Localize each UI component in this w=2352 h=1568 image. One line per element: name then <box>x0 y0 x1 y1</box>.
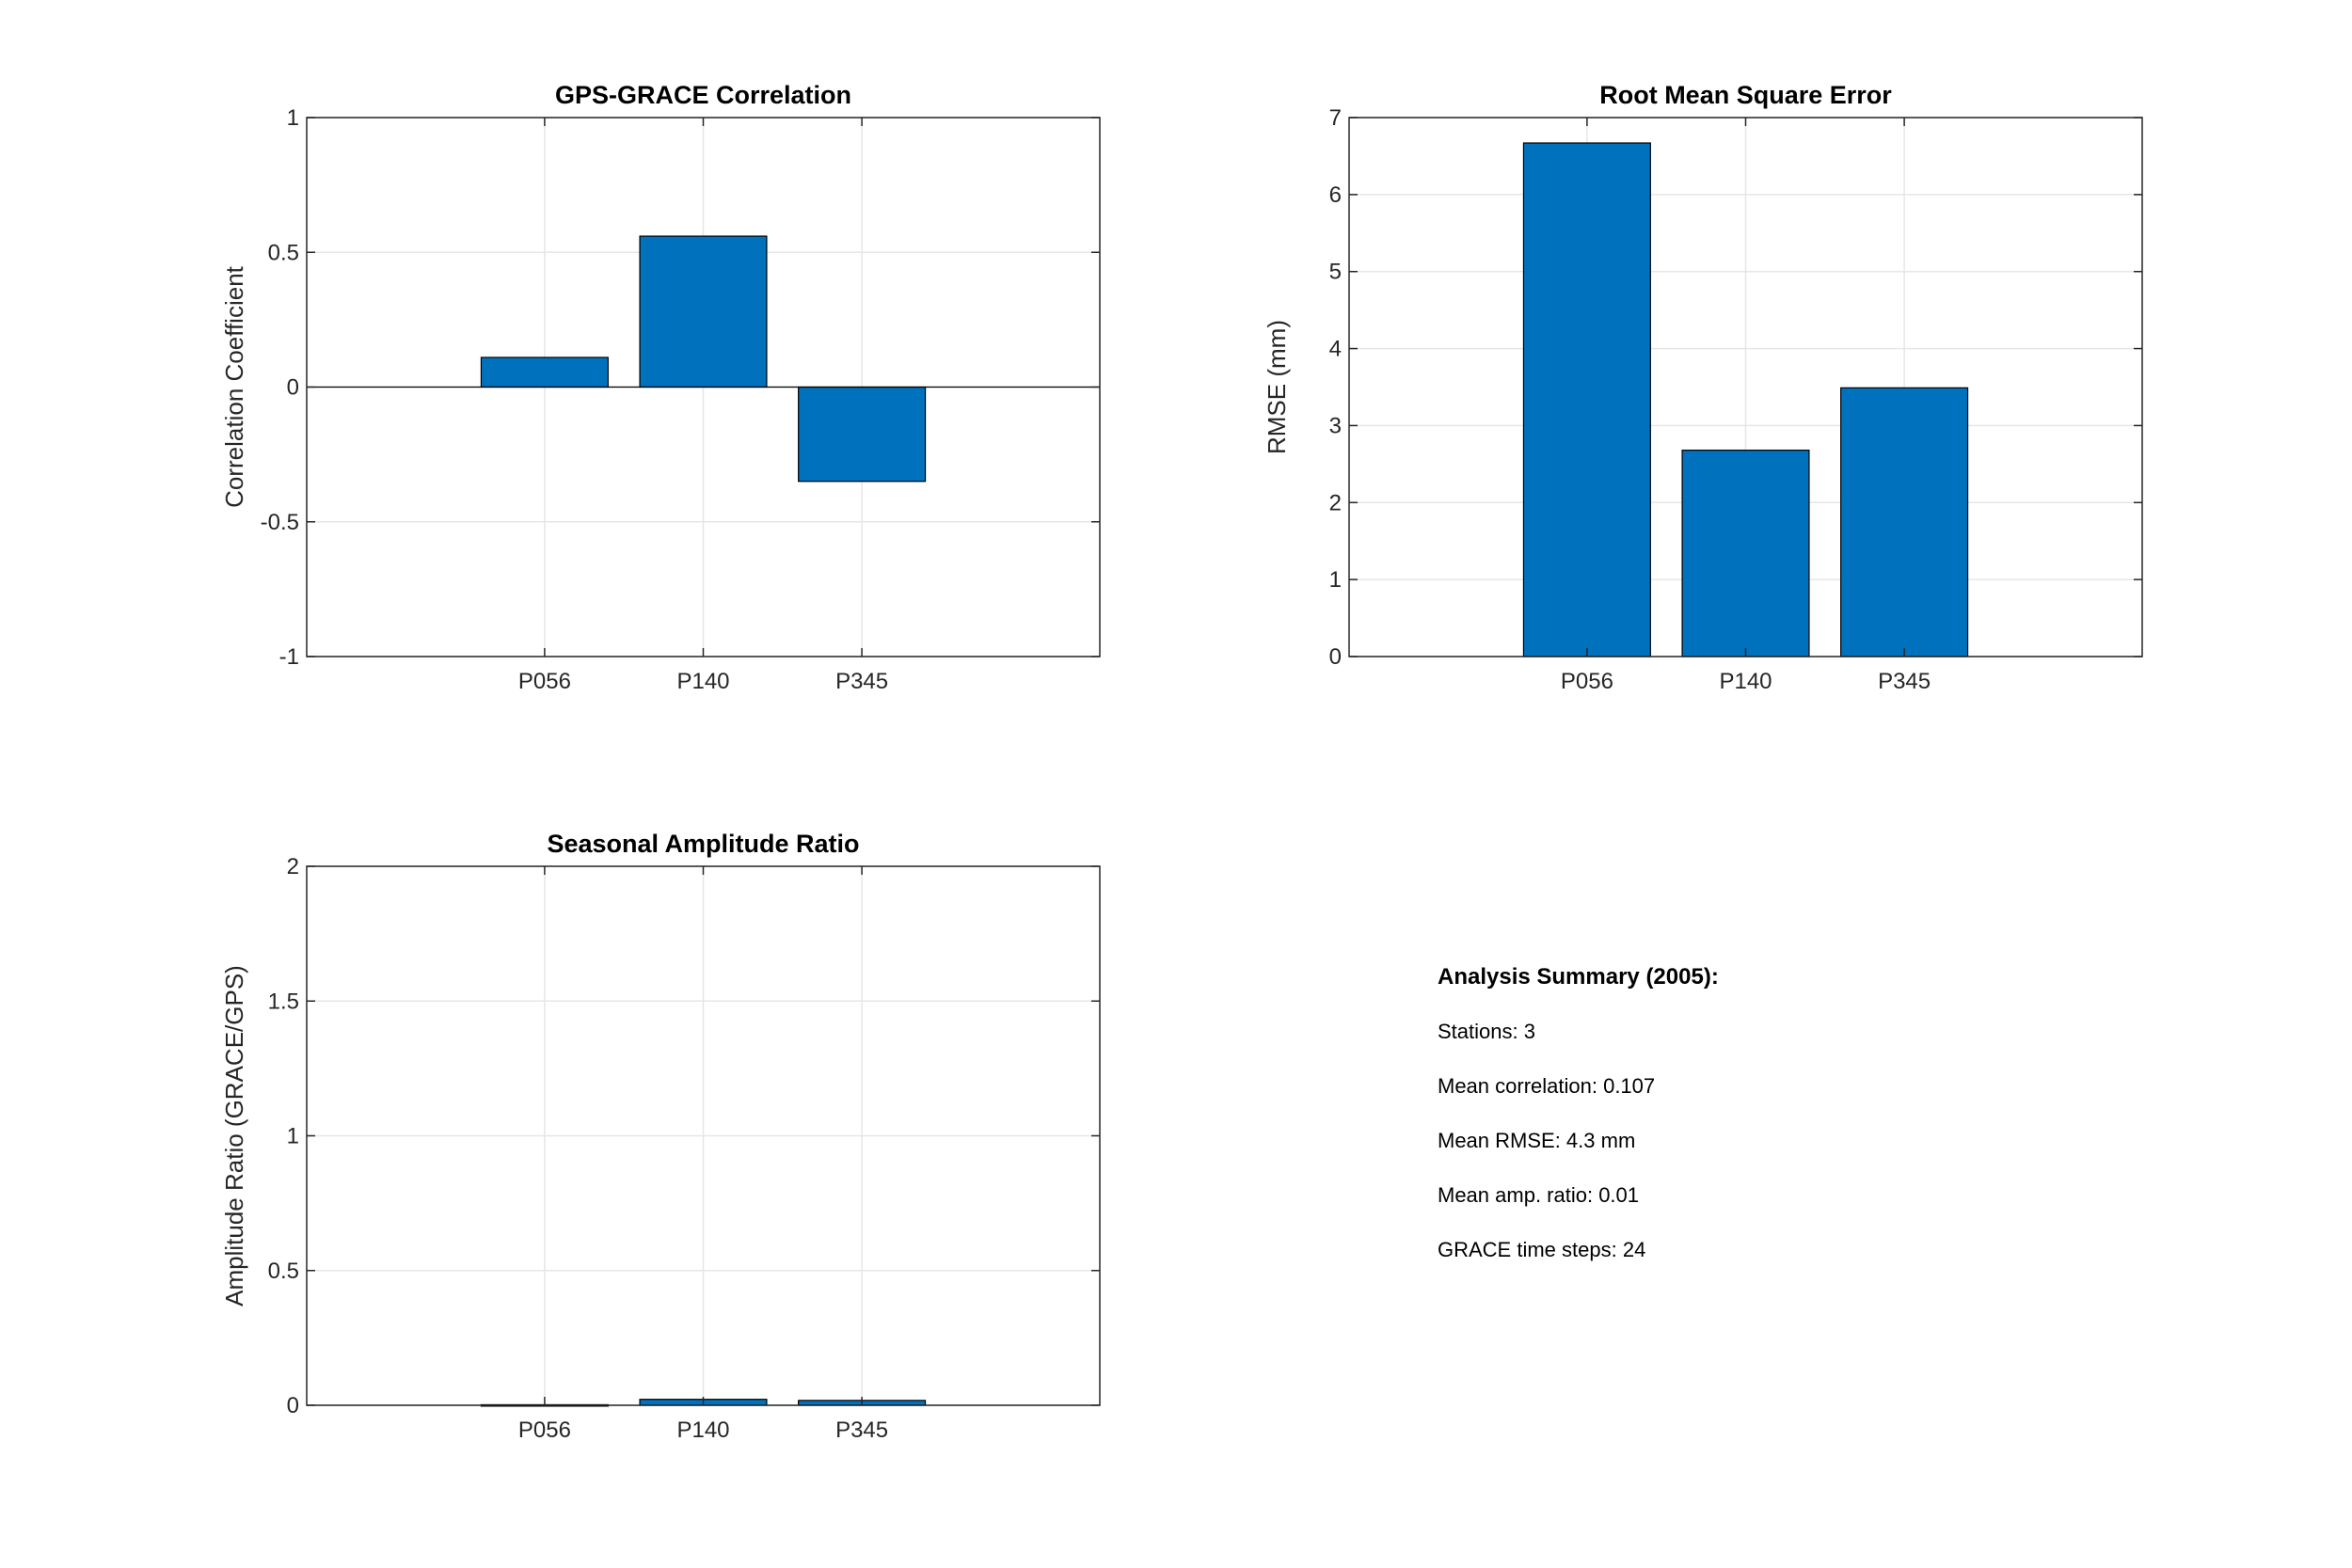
y-tick-label: 2 <box>287 854 299 879</box>
y-tick-label: 1 <box>287 1124 299 1149</box>
bar-p345 <box>1840 387 1969 657</box>
bar-p140 <box>639 235 768 388</box>
x-tick-label: P140 <box>1719 669 1772 694</box>
y-tick-label: 0 <box>287 375 299 401</box>
chart-3: 0 0.5 1 1.5 2 P056 P140 P345 Seasonal Amplitude … <box>220 830 1101 1443</box>
chart-1: -1 -0.5 0 0.5 1 P056 P140 P345 GPS-GRACE Correla… <box>220 81 1101 694</box>
x-tick-label: P056 <box>518 669 571 694</box>
summary-mean-correlation: Mean correlation: 0.107 <box>1438 1074 1656 1098</box>
y-tick-label: 0.5 <box>268 240 299 265</box>
y-axis-label: Amplitude Ratio (GRACE/GPS) <box>220 965 248 1307</box>
y-tick-label: 1.5 <box>268 989 299 1014</box>
y-tick-label: 5 <box>1329 260 1342 285</box>
x-tick-label: P056 <box>1561 669 1613 694</box>
bar-p056 <box>1522 142 1651 657</box>
chart-title: Seasonal Amplitude Ratio <box>547 830 859 858</box>
summary-mean-amp-ratio: Mean amp. ratio: 0.01 <box>1438 1183 1640 1207</box>
chart-title: GPS-GRACE Correlation <box>555 81 851 109</box>
summary-stations: Stations: 3 <box>1438 1020 1535 1043</box>
y-tick-label: 4 <box>1329 337 1342 362</box>
y-tick-label: 1 <box>1329 567 1342 593</box>
x-tick-label: P345 <box>835 669 888 694</box>
y-tick-label: 0 <box>287 1393 299 1418</box>
summary-title: Analysis Summary (2005): <box>1438 964 1719 990</box>
y-tick-label: 0 <box>1329 644 1342 670</box>
y-tick-label: -0.5 <box>261 510 299 535</box>
analysis-summary: Analysis Summary (2005): Stations: 3 Mea… <box>1438 965 2096 1292</box>
y-axis-label: Correlation Coefficient <box>220 265 248 508</box>
summary-grace-steps: GRACE time steps: 24 <box>1438 1238 1646 1261</box>
y-tick-label: 1 <box>287 105 299 131</box>
y-tick-label: 7 <box>1329 105 1342 131</box>
x-tick-label: P345 <box>1878 669 1931 694</box>
y-tick-label: 0.5 <box>268 1259 299 1284</box>
y-tick-label: 3 <box>1329 413 1342 438</box>
bar-p056 <box>480 356 609 388</box>
bar-p345 <box>798 386 927 483</box>
y-axis-label: RMSE (mm) <box>1263 320 1291 454</box>
chart-title: Root Mean Square Error <box>1599 81 1892 109</box>
y-tick-label: -1 <box>279 644 299 670</box>
y-tick-label: 6 <box>1329 182 1342 208</box>
x-tick-label: P140 <box>676 1418 729 1443</box>
bar-p140 <box>1681 450 1810 657</box>
x-tick-label: P140 <box>676 669 729 694</box>
chart-2: 0 1 2 3 4 5 6 7 P056 P140 P345 Root Mean Square Err… <box>1263 81 2143 694</box>
y-tick-label: 2 <box>1329 490 1342 515</box>
summary-mean-rmse: Mean RMSE: 4.3 mm <box>1438 1129 1636 1152</box>
x-tick-label: P345 <box>835 1418 888 1443</box>
x-tick-label: P056 <box>518 1418 571 1443</box>
